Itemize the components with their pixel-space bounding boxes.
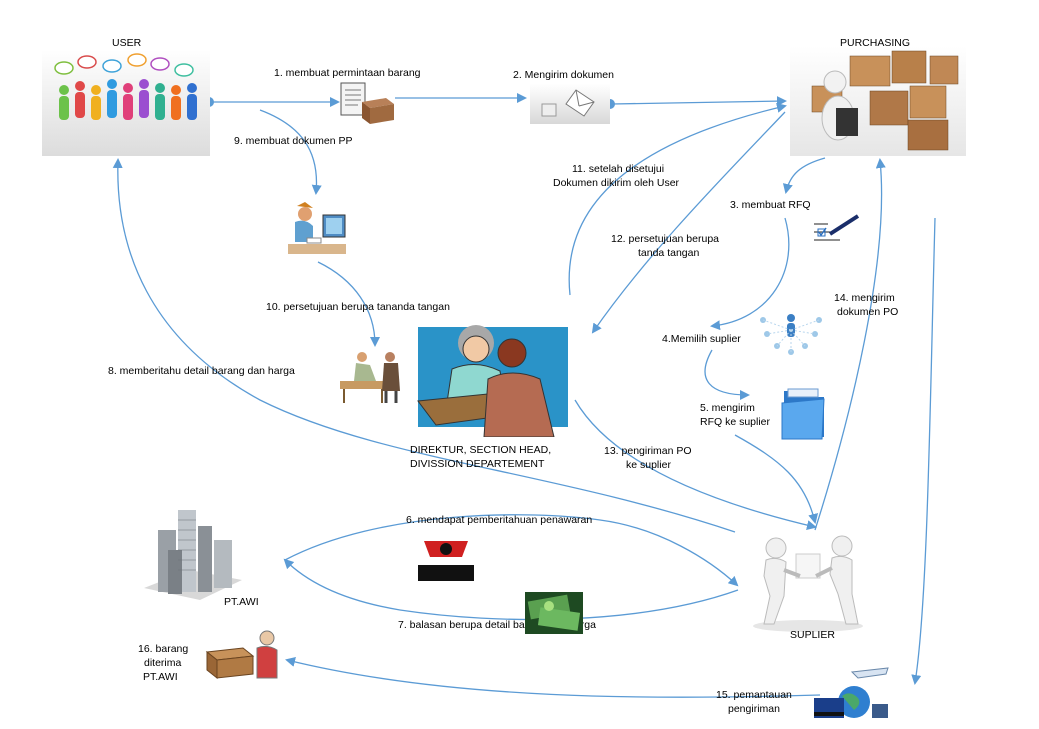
arrow-15a — [911, 217, 936, 685]
step-16-label-line-1: 16. barang — [138, 643, 189, 655]
document-image — [530, 84, 610, 124]
arrow-10 — [317, 261, 380, 347]
purchasing-image — [790, 46, 966, 156]
step-3-label: 3. membuat RFQ — [730, 199, 811, 211]
step-10-label: 10. persetujuan berupa tananda tangan — [266, 301, 450, 313]
step-9-label: 9. membuat dokumen PP — [234, 135, 353, 147]
arrow-8 — [112, 158, 736, 533]
step-6-label: 6. mendapat pemberitahuan penawaran — [406, 514, 593, 526]
step-16-label-line-3: PT.AWI — [143, 671, 178, 683]
pt-awi-buildings-image — [140, 500, 246, 608]
step-11-label-line-2: Dokumen dikirim oleh User — [553, 177, 680, 189]
director-meeting-image — [408, 309, 574, 438]
worker-image — [283, 200, 349, 260]
arrow-6 — [284, 514, 739, 587]
director-label-line-2: DIVISSION DEPARTEMENT — [410, 458, 545, 470]
step-5-label-line-2: RFQ ke suplier — [700, 416, 771, 428]
step-14-label-line-2: dokumen PO — [837, 306, 899, 318]
arrow-12 — [591, 111, 786, 334]
purchasing-label: PURCHASING — [840, 37, 911, 49]
step-1-label: 1. membuat permintaan barang — [274, 67, 421, 79]
step-13-label-line-1: 13. pengiriman PO — [604, 445, 692, 457]
arrow-11 — [568, 102, 787, 296]
arrow-3 — [782, 157, 826, 194]
clipboard-box-image — [338, 80, 396, 126]
arrow-13 — [574, 399, 817, 531]
step-15-label-line-2: pengiriman — [728, 703, 780, 715]
director-label-line-1: DIREKTUR, SECTION HEAD, — [410, 444, 552, 456]
arrow-14 — [814, 158, 886, 531]
notification-image — [418, 535, 474, 581]
step-12-label-line-1: 12. persetujuan berupa — [611, 233, 719, 245]
step-15-label-line-1: 15. pemantauan — [716, 689, 792, 701]
signing-people-image — [338, 347, 410, 405]
transport-image — [812, 664, 892, 724]
step-12-label-line-2: tanda tangan — [638, 247, 700, 259]
user-group-image — [42, 50, 210, 156]
arrow-2b — [611, 96, 787, 107]
user-label: USER — [112, 37, 142, 49]
step-16-label-line-2: diterima — [144, 657, 182, 669]
step-13-label-line-2: ke suplier — [626, 459, 671, 471]
step-4-label: 4.Memilih suplier — [662, 333, 741, 345]
step-8-label: 8. memberitahu detail barang dan harga — [108, 365, 295, 377]
pt-awi-label: PT.AWI — [224, 596, 259, 608]
step-5-label-line-1: 5. mengirim — [700, 402, 755, 414]
rfq-checklist-image — [808, 210, 860, 250]
supplier-label: SUPLIER — [790, 629, 835, 641]
receiving-person-image — [203, 628, 283, 686]
supplier-network-image — [755, 308, 827, 358]
arrow-9 — [259, 109, 322, 195]
arrow-4 — [710, 217, 790, 331]
money-image — [525, 592, 583, 634]
step-11-label-line-1: 11. setelah disetujui — [572, 163, 665, 175]
step-2-label: 2. Mengirim dokumen — [513, 69, 614, 81]
arrow-15b — [285, 657, 821, 698]
step-14-label-line-1: 14. mengirim — [834, 292, 895, 304]
arrow-5b — [734, 434, 819, 524]
arrow-7 — [283, 558, 739, 621]
rfq-folder-image — [778, 385, 828, 441]
supplier-handshake-image — [748, 526, 868, 634]
arrow-5 — [704, 349, 750, 400]
